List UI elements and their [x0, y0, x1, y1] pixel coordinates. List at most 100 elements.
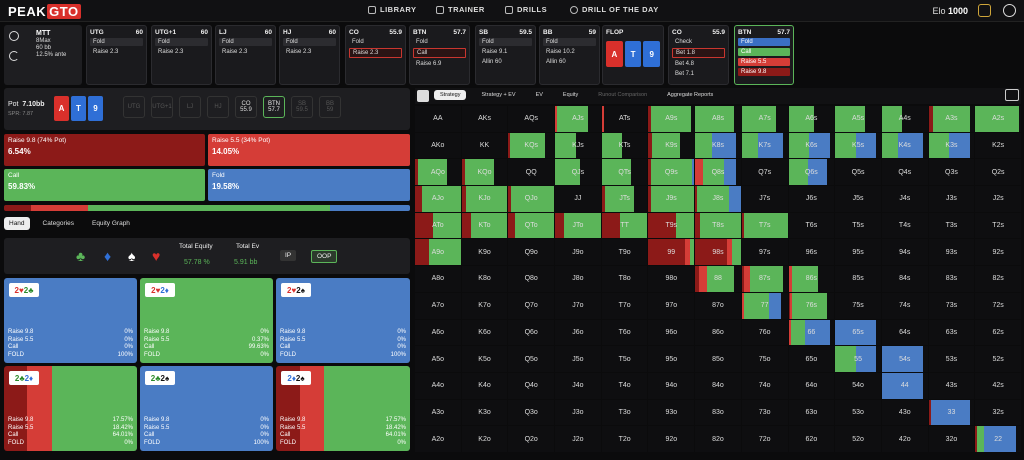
range-cell[interactable]: A6s — [788, 106, 835, 132]
range-cell[interactable]: 44 — [881, 372, 928, 399]
range-cell[interactable]: A9o — [415, 239, 461, 266]
range-cell[interactable]: 97o — [648, 292, 695, 319]
range-cell[interactable]: QTo — [508, 212, 555, 239]
range-cell[interactable]: 94o — [648, 372, 695, 399]
range-cell[interactable]: 83o — [695, 399, 741, 426]
range-cell[interactable]: ATs — [601, 106, 648, 132]
position-action[interactable]: Check — [675, 39, 693, 45]
range-cell[interactable]: K3s — [928, 132, 975, 159]
range-cell[interactable]: 98s — [695, 239, 741, 266]
position-action[interactable]: Raise 2.3 — [93, 49, 119, 55]
tab-hand[interactable]: Hand — [4, 217, 30, 230]
range-cell[interactable]: KTs — [601, 132, 648, 159]
position-action[interactable]: Call — [738, 48, 790, 56]
range-cell[interactable]: J9o — [555, 239, 601, 266]
range-cell[interactable]: AKo — [415, 132, 461, 159]
position-action[interactable]: Raise 9.8 — [738, 68, 790, 76]
range-cell[interactable]: J3s — [928, 186, 975, 212]
range-cell[interactable]: 93o — [648, 399, 695, 426]
refresh-icon[interactable] — [9, 51, 19, 61]
range-cell[interactable]: 94s — [881, 239, 928, 266]
position-card-co[interactable]: CO 55.9 Fold Raise 2.3 — [345, 25, 406, 85]
range-cell[interactable]: 85s — [835, 266, 881, 292]
range-cell[interactable]: J7s — [741, 186, 788, 212]
range-cell[interactable]: 43o — [881, 399, 928, 426]
flop-card[interactable]: FLOP A T 9 — [602, 25, 664, 85]
seat-btn[interactable]: BTN 57.7 — [263, 96, 285, 118]
range-cell[interactable]: 63o — [788, 399, 835, 426]
grid-view-icon[interactable] — [417, 90, 429, 102]
range-cell[interactable]: Q5o — [508, 346, 555, 372]
range-cell[interactable]: T7s — [741, 212, 788, 239]
position-action[interactable]: Fold — [155, 38, 208, 46]
diamond-filter-icon[interactable]: ♦ — [104, 248, 112, 264]
heart-filter-icon[interactable]: ♥ — [152, 248, 161, 264]
combo-card[interactable]: 2♦ 2♠ Raise 9.8 17.57% Raise 5.5 18.42% Call 64… — [276, 366, 410, 451]
seat-co[interactable]: CO 55.9 — [235, 96, 257, 118]
range-cell[interactable]: Q2s — [975, 159, 1021, 186]
chat-icon[interactable] — [978, 4, 991, 17]
range-cell[interactable]: 52o — [835, 426, 881, 452]
range-cell[interactable]: T8s — [695, 212, 741, 239]
range-cell[interactable]: K8s — [695, 132, 741, 159]
range-cell[interactable]: 54s — [881, 346, 928, 372]
range-cell[interactable]: K2o — [461, 426, 508, 452]
range-cell[interactable]: 77 — [741, 292, 788, 319]
range-cell[interactable]: JTo — [555, 212, 601, 239]
position-card-btn[interactable]: BTN 57.7 Fold Call Raise 5.5 Raise 9.8 — [734, 25, 794, 85]
range-cell[interactable]: Q3s — [928, 159, 975, 186]
range-cell[interactable]: AQs — [508, 106, 555, 132]
seat-utg[interactable]: UTG — [123, 96, 145, 118]
position-action[interactable]: Raise 5.5 — [738, 58, 790, 66]
range-cell[interactable]: 64o — [788, 372, 835, 399]
range-cell[interactable]: K3o — [461, 399, 508, 426]
gear-icon[interactable] — [9, 31, 19, 41]
position-card-btn[interactable]: BTN 57.7 Fold Call Raise 6.9 — [409, 25, 470, 85]
range-cell[interactable]: 65s — [835, 319, 881, 346]
range-cell[interactable]: K9s — [648, 132, 695, 159]
range-cell[interactable]: TT — [601, 212, 648, 239]
range-cell[interactable]: KTo — [461, 212, 508, 239]
range-cell[interactable]: Q6s — [788, 159, 835, 186]
action-raise-9-8[interactable]: Raise 9.8 (74% Pot) 6.54% — [4, 134, 205, 166]
range-cell[interactable]: T3s — [928, 212, 975, 239]
club-filter-icon[interactable]: ♣ — [76, 248, 86, 264]
range-cell[interactable]: A5o — [415, 346, 461, 372]
position-action[interactable]: Fold — [352, 39, 364, 45]
range-cell[interactable]: T9s — [648, 212, 695, 239]
seat-sb[interactable]: SB 59.5 — [291, 96, 313, 118]
range-cell[interactable]: 96s — [788, 239, 835, 266]
tab-runout-comparison[interactable]: Runout Comparison — [598, 92, 648, 98]
position-action[interactable]: Allin 60 — [482, 59, 502, 65]
range-cell[interactable]: QTs — [601, 159, 648, 186]
range-cell[interactable]: Q7s — [741, 159, 788, 186]
position-card-utg-plus-1[interactable]: UTG+1 60 Fold Raise 2.3 — [151, 25, 212, 85]
range-cell[interactable]: 76o — [741, 319, 788, 346]
seat-bb[interactable]: BB 59 — [319, 96, 341, 118]
range-cell[interactable]: AA — [415, 106, 461, 132]
range-cell[interactable]: 62s — [975, 319, 1021, 346]
combo-card[interactable]: 2♣ 2♦ Raise 9.8 17.57% Raise 5.5 18.42% Call 64… — [4, 366, 137, 451]
range-cell[interactable]: K2s — [975, 132, 1021, 159]
range-cell[interactable]: 86o — [695, 319, 741, 346]
range-cell[interactable]: T5o — [601, 346, 648, 372]
range-cell[interactable]: K6s — [788, 132, 835, 159]
tab-ev[interactable]: EV — [535, 92, 543, 98]
range-cell[interactable]: Q9o — [508, 239, 555, 266]
range-cell[interactable]: 32o — [928, 426, 975, 452]
range-cell[interactable]: QQ — [508, 159, 555, 186]
range-cell[interactable]: 32s — [975, 399, 1021, 426]
range-cell[interactable]: A2s — [975, 106, 1021, 132]
range-cell[interactable]: 84o — [695, 372, 741, 399]
range-cell[interactable]: AJo — [415, 186, 461, 212]
range-cell[interactable]: 75s — [835, 292, 881, 319]
range-cell[interactable]: J8s — [695, 186, 741, 212]
range-cell[interactable]: 87o — [695, 292, 741, 319]
range-cell[interactable]: A6o — [415, 319, 461, 346]
range-cell[interactable]: J4s — [881, 186, 928, 212]
range-cell[interactable]: A7s — [741, 106, 788, 132]
range-cell[interactable]: Q3o — [508, 399, 555, 426]
range-cell[interactable]: 54o — [835, 372, 881, 399]
tab-equity[interactable]: Equity — [562, 92, 579, 98]
range-cell[interactable]: A8o — [415, 266, 461, 292]
